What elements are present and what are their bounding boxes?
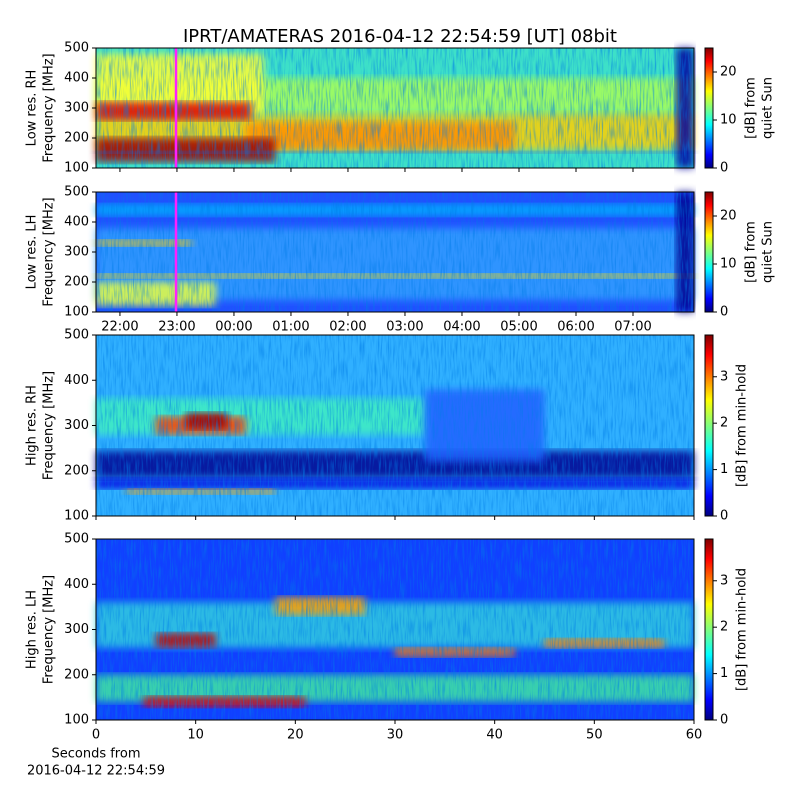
colorbar-tick-label: 0 xyxy=(720,509,728,524)
spectrogram xyxy=(96,48,694,168)
y-tick-label: 300 xyxy=(64,622,89,637)
figure-title: IPRT/AMATERAS 2016-04-12 22:54:59 [UT] 0… xyxy=(183,26,617,47)
colorbar-label: [dB] from xyxy=(744,221,759,283)
colorbar-tick-label: 3 xyxy=(720,369,728,384)
y-tick-label: 100 xyxy=(64,509,89,524)
y-tick-label: 400 xyxy=(64,577,89,592)
y-axis-label: Frequency [MHz] xyxy=(42,575,57,684)
colorbar-tick-label: 2 xyxy=(720,416,728,431)
x-tick-label: 01:00 xyxy=(272,320,309,335)
spectrogram xyxy=(96,192,694,312)
colorbar-tick-label: 1 xyxy=(720,462,728,477)
y-tick-label: 500 xyxy=(64,41,89,56)
y-tick-label: 100 xyxy=(64,161,89,176)
y-tick-label: 200 xyxy=(64,131,89,146)
y-axis-label: High res. LH xyxy=(25,590,40,669)
colorbar-label: [dB] from min-hold xyxy=(735,364,750,487)
x-tick-label: 60 xyxy=(686,728,703,743)
y-tick-label: 200 xyxy=(64,463,89,478)
colorbar-tick-label: 3 xyxy=(720,573,728,588)
colorbar-tick-label: 10 xyxy=(720,257,737,272)
y-axis-label: Frequency [MHz] xyxy=(42,371,57,480)
y-axis-label: High res. RH xyxy=(25,385,40,466)
x-tick-label: 06:00 xyxy=(557,320,594,335)
spectrogram xyxy=(96,539,694,720)
x-tick-label: 00:00 xyxy=(215,320,252,335)
y-tick-label: 100 xyxy=(64,305,89,320)
y-tick-label: 100 xyxy=(64,713,89,728)
x-tick-label: 30 xyxy=(387,728,404,743)
y-tick-label: 200 xyxy=(64,667,89,682)
spectrogram-noise xyxy=(96,539,694,720)
colorbar-tick-label: 0 xyxy=(720,713,728,728)
y-tick-label: 300 xyxy=(64,245,89,260)
colorbar xyxy=(704,47,714,169)
spectrogram xyxy=(96,335,694,516)
x-tick-label: 23:00 xyxy=(158,320,195,335)
spectrogram-noise xyxy=(96,192,694,312)
y-tick-label: 400 xyxy=(64,71,89,86)
x-tick-label: 22:00 xyxy=(101,320,138,335)
y-axis-label: Low res. LH xyxy=(25,215,40,290)
y-tick-label: 500 xyxy=(64,532,89,547)
x-tick-label: 40 xyxy=(486,728,503,743)
colorbar-tick-label: 0 xyxy=(720,305,728,320)
x-axis-label: 2016-04-12 22:54:59 xyxy=(27,764,165,779)
x-tick-label: 03:00 xyxy=(386,320,423,335)
y-tick-label: 400 xyxy=(64,215,89,230)
y-axis-label: Frequency [MHz] xyxy=(42,197,57,306)
y-axis-label: Low res. RH xyxy=(25,70,40,147)
colorbar-tick-label: 20 xyxy=(720,65,737,80)
colorbar-tick-label: 2 xyxy=(720,620,728,635)
spectrogram-noise xyxy=(96,335,694,516)
colorbar-tick-label: 10 xyxy=(720,113,737,128)
y-tick-label: 300 xyxy=(64,101,89,116)
colorbar xyxy=(704,538,714,721)
colorbar-label: [dB] from xyxy=(744,77,759,139)
x-tick-label: 10 xyxy=(187,728,204,743)
y-tick-label: 400 xyxy=(64,373,89,388)
y-tick-label: 300 xyxy=(64,418,89,433)
colorbar-tick-label: 1 xyxy=(720,666,728,681)
x-tick-label: 04:00 xyxy=(443,320,480,335)
colorbar xyxy=(704,334,714,517)
colorbar xyxy=(704,191,714,313)
x-tick-label: 05:00 xyxy=(500,320,537,335)
y-tick-label: 500 xyxy=(64,185,89,200)
spectrogram-noise xyxy=(96,48,694,168)
x-tick-label: 20 xyxy=(287,728,304,743)
x-tick-label: 07:00 xyxy=(614,320,651,335)
x-tick-label: 50 xyxy=(586,728,603,743)
x-axis-label: Seconds from xyxy=(51,747,140,762)
colorbar-tick-label: 0 xyxy=(720,161,728,176)
colorbar-label: [dB] from min-hold xyxy=(735,568,750,691)
y-tick-label: 200 xyxy=(64,275,89,290)
x-tick-label: 0 xyxy=(92,728,100,743)
colorbar-label: quiet Sun xyxy=(761,77,776,139)
x-tick-label: 02:00 xyxy=(329,320,366,335)
y-tick-label: 500 xyxy=(64,328,89,343)
y-axis-label: Frequency [MHz] xyxy=(42,53,57,162)
colorbar-tick-label: 20 xyxy=(720,209,737,224)
colorbar-label: quiet Sun xyxy=(761,221,776,283)
